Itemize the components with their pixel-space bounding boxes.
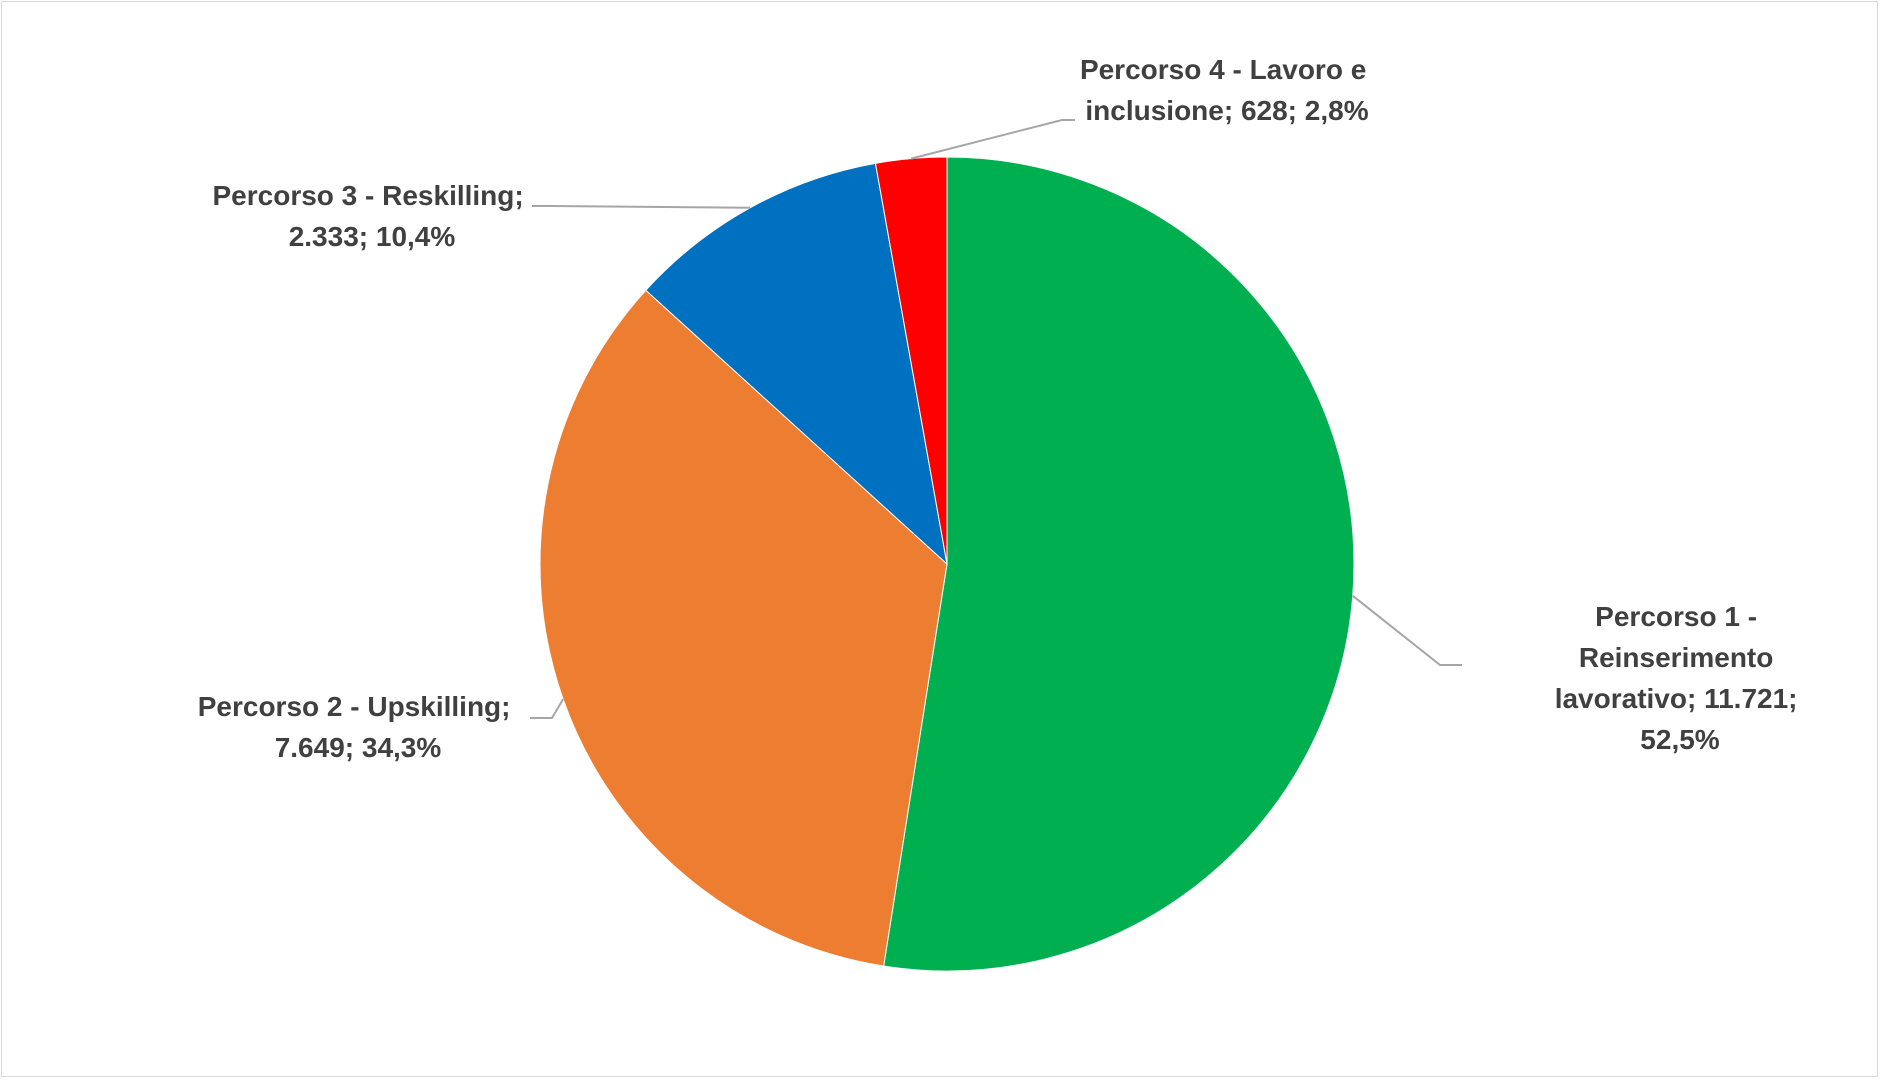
label-line: 7.649; 34,3% [275, 732, 442, 763]
pie-slice-percorso-4 [874, 156, 948, 565]
label-line: lavorativo; 11.721; [1555, 683, 1798, 714]
leader-line-percorso-4 [910, 119, 1075, 160]
label-line: Percorso 2 - Upskilling; [198, 691, 511, 722]
label-line: 2.333; 10,4% [289, 221, 456, 252]
label-line: Percorso 4 - Lavoro e [1080, 54, 1366, 85]
label-line: Reinserimento [1579, 642, 1774, 673]
pie-slice-percorso-1 [883, 156, 1355, 972]
slice-label-percorso-2: Percorso 2 - Upskilling; 7.649; 34,3% [198, 691, 519, 763]
pie-slice-percorso-3 [645, 162, 948, 566]
slice-label-percorso-3: Percorso 3 - Reskilling; 2.333; 10,4% [213, 180, 532, 252]
leader-lines [530, 119, 1462, 719]
slice-label-percorso-1: Percorso 1 - Reinserimento lavorativo; 1… [1555, 601, 1806, 755]
label-line: Percorso 1 - [1595, 601, 1757, 632]
pie-slice-percorso-2 [539, 289, 948, 967]
leader-line-percorso-3 [532, 205, 751, 209]
slice-label-percorso-4: Percorso 4 - Lavoro e inclusione; 628; 2… [1080, 54, 1374, 126]
leader-line-percorso-2 [530, 698, 564, 719]
leader-line-percorso-1 [1352, 595, 1462, 666]
label-line: 52,5% [1640, 724, 1719, 755]
pie-slices [539, 156, 1355, 972]
label-line: Percorso 3 - Reskilling; [213, 180, 524, 211]
label-line: inclusione; 628; 2,8% [1085, 95, 1368, 126]
